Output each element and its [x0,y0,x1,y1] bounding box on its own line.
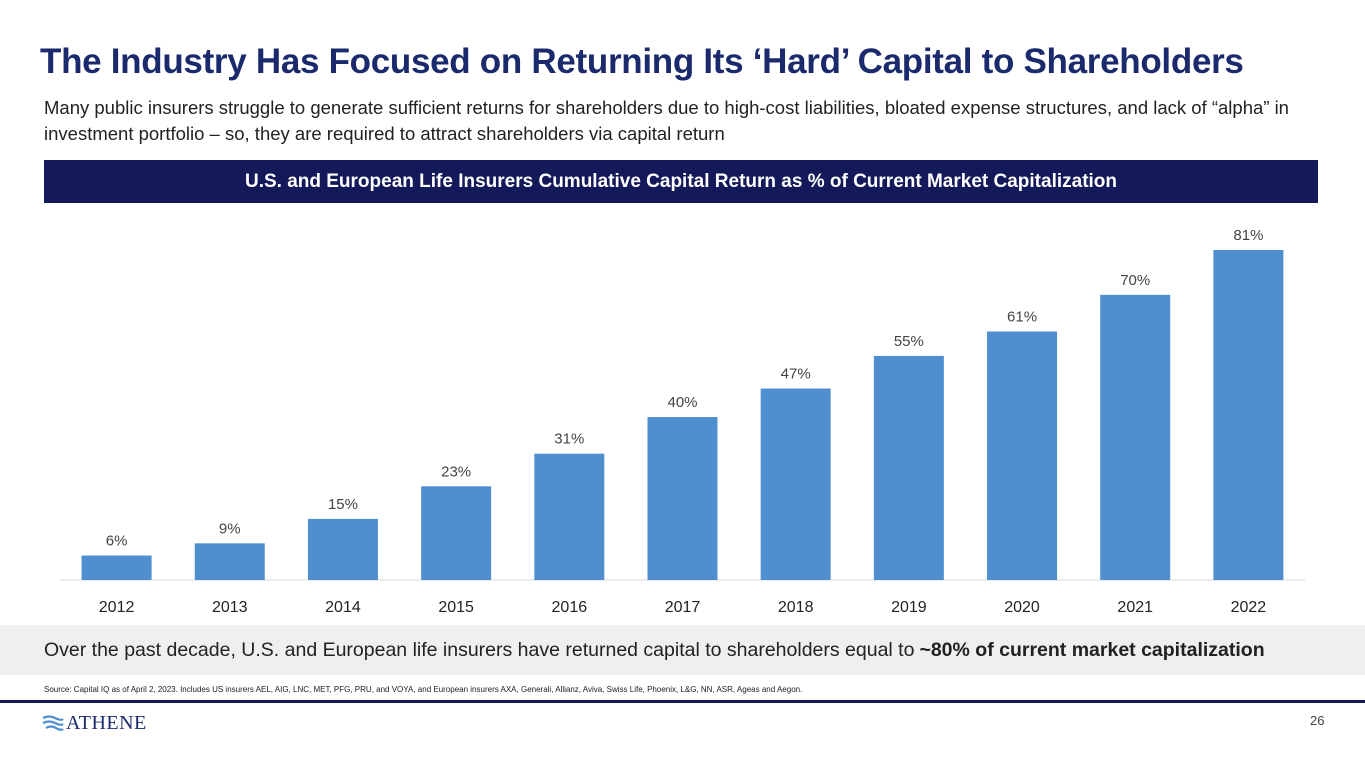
callout-text: Over the past decade, U.S. and European … [44,638,915,661]
data-label-2019: 55% [894,333,924,350]
athene-wave-icon [42,714,64,731]
source-note: Source: Capital IQ as of April 2, 2023. … [44,685,803,694]
x-tick-2021: 2021 [1117,599,1153,616]
callout-banner: Over the past decade, U.S. and European … [0,625,1365,675]
bar-2018 [760,388,831,580]
bar-2017 [647,417,718,580]
data-label-2014: 15% [328,496,358,513]
bar-2020 [987,331,1058,580]
bar-2022 [1213,250,1284,580]
bar-2013 [194,543,265,580]
data-label-2017: 40% [667,394,697,411]
x-tick-2012: 2012 [99,599,135,616]
page-title: The Industry Has Focused on Returning It… [40,42,1244,81]
data-label-2016: 31% [554,431,584,448]
callout-emphasis: ~80% of current market capitalization [919,638,1265,661]
data-label-2022: 81% [1233,227,1263,244]
x-tick-2018: 2018 [778,599,814,616]
x-tick-2017: 2017 [665,599,701,616]
data-label-2020: 61% [1007,308,1037,325]
x-tick-2022: 2022 [1231,599,1267,616]
page-number: 26 [1310,713,1325,728]
data-label-2015: 23% [441,463,471,480]
x-tick-2020: 2020 [1004,599,1040,616]
x-tick-2013: 2013 [212,599,248,616]
bar-2012 [81,555,152,580]
athene-logo: ATHENE [42,712,147,735]
chart-title: U.S. and European Life Insurers Cumulati… [44,160,1318,203]
x-tick-2015: 2015 [438,599,474,616]
bar-2021 [1100,294,1171,580]
bar-2019 [873,355,944,580]
data-label-2018: 47% [781,366,811,383]
data-label-2021: 70% [1120,272,1150,289]
page-subtitle: Many public insurers struggle to generat… [44,97,1289,144]
footer-divider [0,700,1365,703]
bar-2016 [534,453,605,580]
data-label-2013: 9% [219,520,241,537]
data-label-2012: 6% [106,533,128,550]
bar-2015 [421,486,492,580]
bar-2014 [307,518,378,580]
bar-chart: 6% 2012 9% 2013 15% 2014 23% 2015 31% 2016 40% 2017… [60,227,1305,616]
x-tick-2019: 2019 [891,599,927,616]
x-tick-2016: 2016 [552,599,588,616]
logo-text: ATHENE [66,712,147,734]
x-tick-2014: 2014 [325,599,361,616]
